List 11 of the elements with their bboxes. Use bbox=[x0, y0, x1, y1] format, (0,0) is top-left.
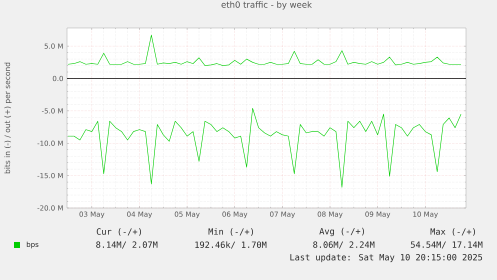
line-series bbox=[68, 108, 462, 188]
text: 54.54M/ 17.14M bbox=[410, 241, 482, 249]
text: 8.06M/ 2.24M bbox=[313, 241, 374, 249]
text: Avg (-/+) bbox=[319, 228, 364, 236]
text: Max (-/+) bbox=[430, 228, 476, 236]
text: 192.46k/ 1.70M bbox=[195, 241, 266, 249]
text: 8.14M/ 2.07M bbox=[96, 241, 158, 249]
text: Last update: Sat May 10 20:15:00 2025 bbox=[290, 254, 482, 262]
text: Min (-/+) bbox=[208, 228, 254, 236]
chart-title: eth0 traffic - by week bbox=[222, 1, 312, 10]
text: Cur (-/+) bbox=[96, 228, 142, 236]
